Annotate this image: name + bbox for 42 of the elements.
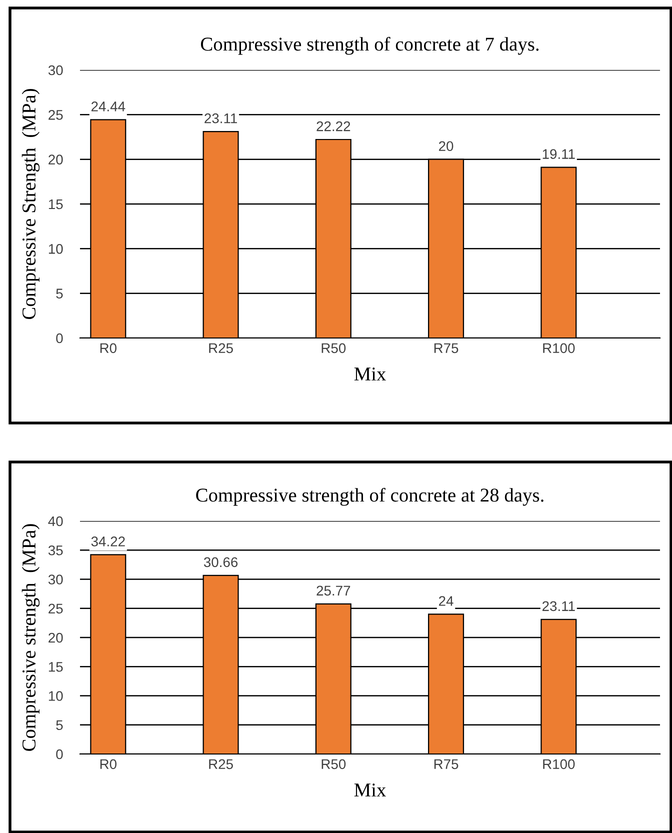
x-tick-label: R75 xyxy=(434,343,458,354)
y-tick-label: 25 xyxy=(48,110,63,120)
y-tick-label: 10 xyxy=(48,691,63,701)
data-label: 24 xyxy=(438,596,454,606)
y-tick-label: 5 xyxy=(56,720,63,730)
y-axis-title: Compressive Strength (MPa) xyxy=(22,89,40,320)
data-label: 30.66 xyxy=(204,557,238,568)
x-tick-label: R100 xyxy=(543,759,575,770)
y-tick-label: 15 xyxy=(48,662,63,672)
y-tick-label: 30 xyxy=(48,65,63,76)
data-label: 19.11 xyxy=(542,149,575,159)
data-label: 20 xyxy=(438,141,454,152)
y-tick-label: 15 xyxy=(48,199,63,210)
y-tick-label: 0 xyxy=(56,333,63,344)
x-tick-label: R25 xyxy=(209,343,233,354)
y-tick-label: 5 xyxy=(56,288,63,299)
data-label: 22.22 xyxy=(316,121,350,132)
y-tick-label: 10 xyxy=(48,244,63,254)
y-tick-label: 40 xyxy=(48,516,63,526)
data-label: 23.11 xyxy=(204,113,237,124)
y-tick-label: 20 xyxy=(48,632,63,643)
chart-title: Compressive strength of concrete at 7 days. xyxy=(200,36,539,55)
x-tick-label: R25 xyxy=(209,759,233,770)
data-label: 25.77 xyxy=(316,586,350,596)
x-axis-title: Mix xyxy=(354,368,386,380)
x-tick-label: R0 xyxy=(100,759,116,770)
data-label: 24.44 xyxy=(91,102,126,112)
y-axis-title: Compressive strength (MPa) xyxy=(22,524,40,751)
x-tick-label: R50 xyxy=(322,343,346,354)
chart-title: Compressive strength of concrete at 28 days. xyxy=(196,488,544,506)
x-axis-title: Mix xyxy=(354,784,386,796)
x-tick-label: R0 xyxy=(100,343,116,354)
x-tick-label: R75 xyxy=(434,759,458,770)
y-tick-label: 0 xyxy=(56,749,63,760)
data-label: 23.11 xyxy=(542,601,575,612)
data-label: 34.22 xyxy=(91,536,125,546)
x-tick-label: R100 xyxy=(543,343,575,354)
y-tick-label: 20 xyxy=(48,154,63,165)
y-tick-label: 35 xyxy=(48,545,63,556)
y-tick-label: 25 xyxy=(48,604,63,614)
y-tick-label: 30 xyxy=(48,574,63,584)
x-tick-label: R50 xyxy=(322,759,346,770)
